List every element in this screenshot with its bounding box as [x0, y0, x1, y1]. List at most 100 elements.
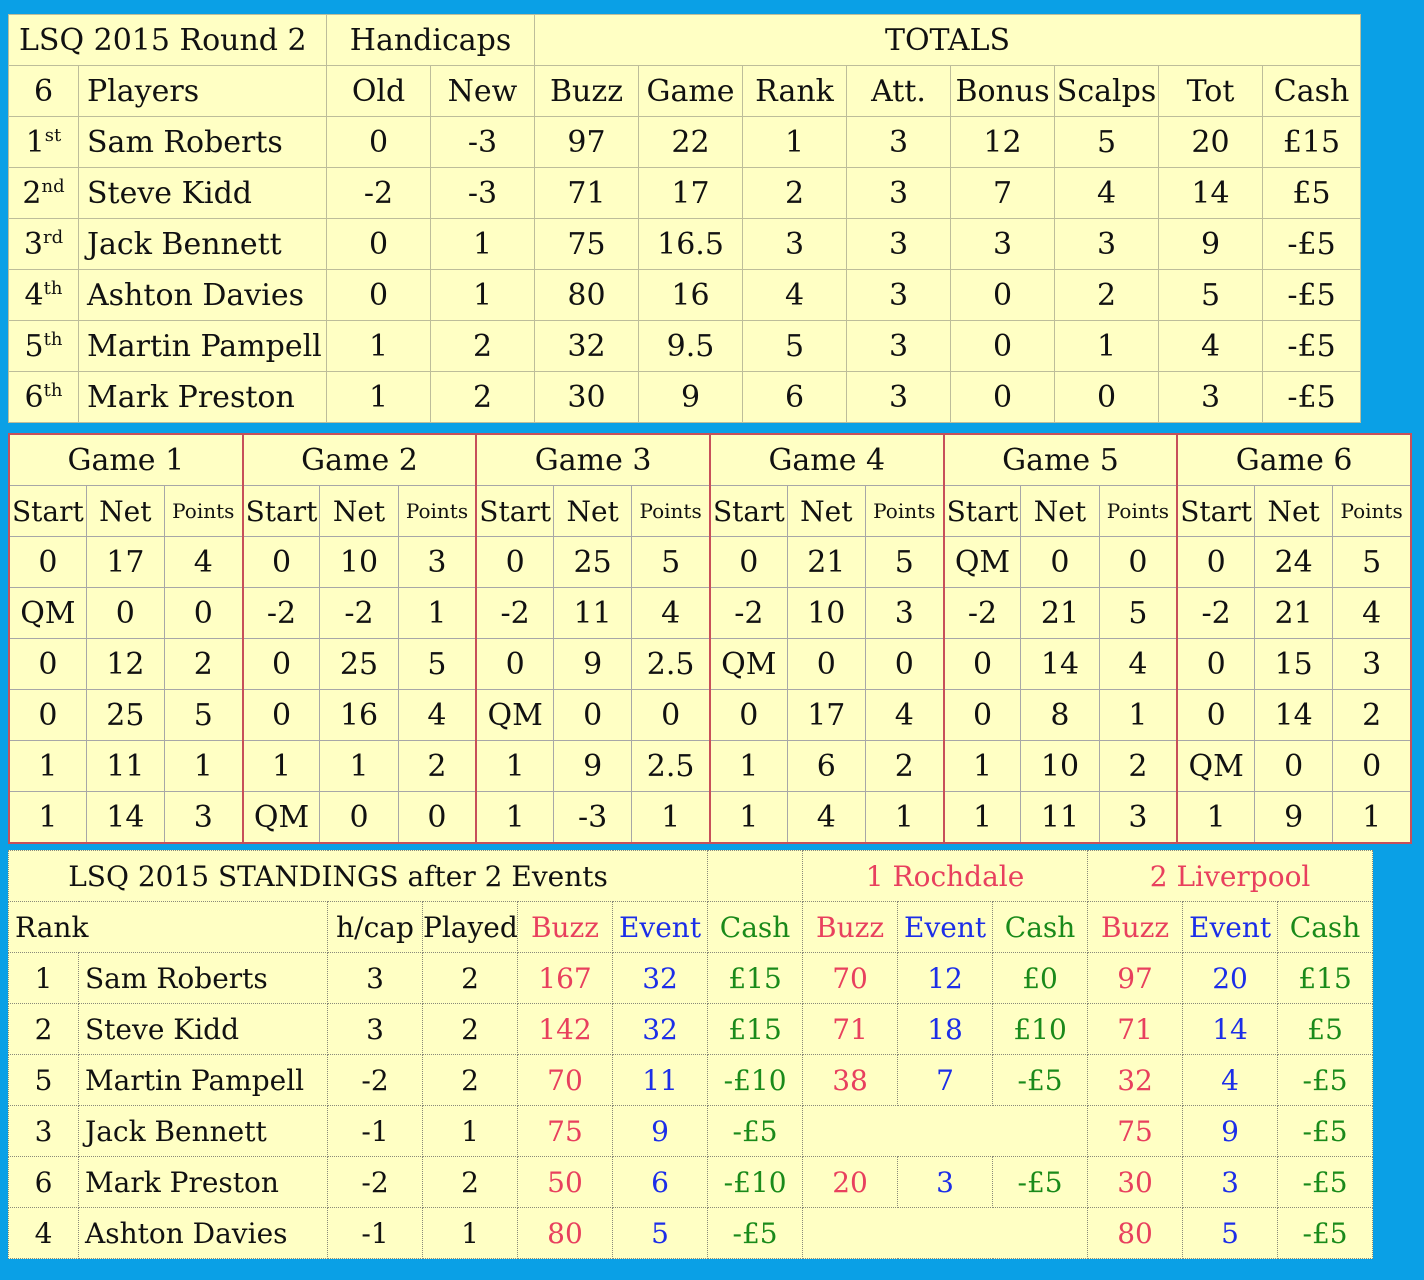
col-header-start: Start — [7, 485, 87, 537]
cash-cell: £15 — [707, 952, 804, 1004]
net-cell: 11 — [1020, 791, 1100, 844]
col-header-old: Old — [326, 65, 432, 117]
col-header-att: Att. — [846, 65, 952, 117]
table-row: 1 Sam Roberts 3 2 167 32 £15 70 12 £0 97 20 £15 — [8, 952, 1374, 1004]
position: 2nd — [8, 167, 79, 219]
player-name: Jack Bennett — [77, 218, 328, 270]
player-name: Martin Pampell — [78, 1054, 328, 1106]
tot: 20 — [1158, 116, 1264, 168]
new-handicap: -3 — [430, 167, 536, 219]
buzz-cell: 142 — [517, 1003, 613, 1055]
col-header-start: Start — [475, 485, 555, 537]
att: 3 — [846, 371, 952, 423]
start-cell: 0 — [241, 638, 321, 690]
table-row: 3rd Jack Bennett 0 1 75 16.5 3 3 3 3 9 -… — [8, 218, 1362, 270]
game-title: Game 2 — [241, 433, 478, 486]
points-cell: 0 — [1332, 740, 1413, 792]
rank-cell: 3 — [8, 1105, 79, 1157]
net-cell: 15 — [1253, 638, 1334, 690]
start-cell: 0 — [1176, 638, 1256, 690]
table-row: 2nd Steve Kidd -2 -3 71 17 2 3 7 4 14 £5 — [8, 167, 1362, 219]
played-cell: 1 — [422, 1105, 518, 1157]
e2-cash-cell: -£5 — [1277, 1054, 1374, 1106]
net-cell: 9 — [553, 740, 633, 792]
round-title-row: LSQ 2015 Round 2 Handicaps TOTALS — [7, 14, 1362, 66]
points-cell: 0 — [864, 638, 945, 690]
game-title: Game 1 — [8, 433, 244, 486]
rank: 2 — [742, 167, 848, 219]
net-cell: 21 — [1020, 587, 1100, 639]
table-row: 1st Sam Roberts 0 -3 97 22 1 3 12 5 20 £… — [8, 116, 1362, 168]
position: 3rd — [8, 218, 79, 270]
start-cell: 0 — [241, 689, 321, 741]
event-cell: 11 — [611, 1054, 709, 1106]
start-cell: -2 — [942, 587, 1022, 639]
game: 16 — [638, 269, 744, 321]
start-cell: 1 — [942, 740, 1022, 792]
buzz-cell: 50 — [517, 1156, 613, 1208]
net-cell: 17 — [786, 689, 866, 741]
points-cell: 4 — [1332, 587, 1413, 639]
rank: 4 — [742, 269, 848, 321]
net-cell: 1 — [319, 740, 399, 792]
points-cell: 5 — [1098, 587, 1179, 639]
played-cell: 1 — [422, 1207, 518, 1259]
start-cell: 0 — [7, 638, 87, 690]
start-cell: 0 — [475, 638, 555, 690]
games-table: Game 1 Game 2 Game 3 Game 4 Game 5 Game 6 Star… — [7, 433, 1413, 844]
event-cell: 6 — [611, 1156, 709, 1208]
buzz-cell: 167 — [517, 952, 613, 1004]
game-title: Game 3 — [475, 433, 711, 486]
bonus: 3 — [950, 218, 1056, 270]
new-handicap: -3 — [430, 116, 536, 168]
att: 3 — [846, 269, 952, 321]
table-row: 3 Jack Bennett -1 1 75 9 -£5 75 9 -£5 — [8, 1105, 1374, 1157]
position: 1st — [8, 116, 79, 168]
cash-cell: -£10 — [707, 1054, 804, 1106]
tot: 3 — [1158, 371, 1264, 423]
cash: £15 — [1262, 116, 1362, 168]
bonus: 12 — [950, 116, 1056, 168]
col-header-rank: Rank — [742, 65, 848, 117]
col-header-buzz: Buzz — [534, 65, 640, 117]
start-cell: 0 — [942, 689, 1022, 741]
new-handicap: 1 — [430, 218, 536, 270]
table-row: QM 0 0 -2 -2 1 -2 11 4 -2 10 3 -2 21 5 -2 21 4 — [7, 587, 1413, 639]
col-header-rank: Rank — [8, 901, 328, 953]
points-cell: 2.5 — [631, 740, 711, 792]
att: 3 — [846, 320, 952, 372]
event-cell: 32 — [611, 952, 709, 1004]
e2-event-cell: 5 — [1182, 1207, 1279, 1259]
col-header-net: Net — [1253, 485, 1334, 537]
start-cell: QM — [241, 791, 321, 844]
e2-cash-cell: -£5 — [1277, 1105, 1374, 1157]
games-header-row: Start Net Points Start Net Points Start Net Poin… — [7, 485, 1413, 537]
played-cell: 2 — [422, 1156, 518, 1208]
net-cell: 25 — [553, 536, 633, 588]
player-name: Steve Kidd — [77, 167, 328, 219]
game: 17 — [638, 167, 744, 219]
rank: 5 — [742, 320, 848, 372]
tot: 4 — [1158, 320, 1264, 372]
col-header-start: Start — [241, 485, 321, 537]
net-cell: 25 — [319, 638, 399, 690]
att: 3 — [846, 116, 952, 168]
col-header-e2-event: Event — [1182, 901, 1279, 953]
points-cell: 4 — [631, 587, 711, 639]
event2-label: 2 Liverpool — [1087, 850, 1374, 902]
col-header-points: Points — [631, 485, 711, 537]
start-cell: QM — [7, 587, 87, 639]
new-handicap: 2 — [430, 320, 536, 372]
net-cell: 0 — [553, 689, 633, 741]
points-cell: 5 — [397, 638, 478, 690]
table-row: 0 25 5 0 16 4 QM 0 0 0 17 4 0 8 1 0 14 2 — [7, 689, 1413, 741]
rank-cell: 5 — [8, 1054, 79, 1106]
start-cell: QM — [708, 638, 788, 690]
points-cell: 4 — [1098, 638, 1179, 690]
e1-buzz-cell: 71 — [802, 1003, 899, 1055]
points-cell: 5 — [163, 689, 244, 741]
col-header-players: Players — [77, 65, 328, 117]
net-cell: 9 — [1253, 791, 1334, 844]
tot: 9 — [1158, 218, 1264, 270]
net-cell: 10 — [786, 587, 866, 639]
